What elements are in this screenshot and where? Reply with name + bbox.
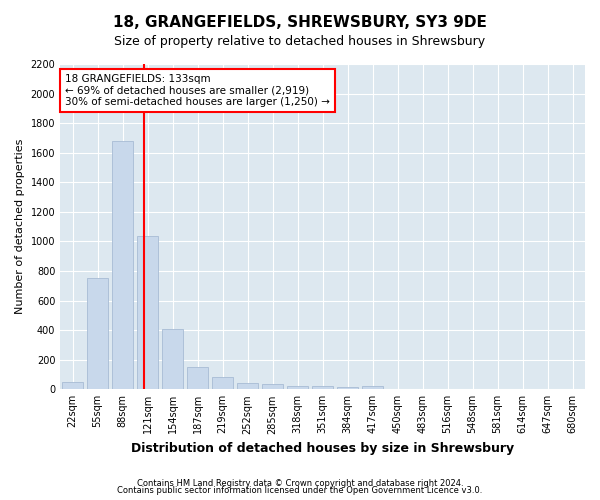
- Text: Contains public sector information licensed under the Open Government Licence v3: Contains public sector information licen…: [118, 486, 482, 495]
- Bar: [112, 141, 133, 390]
- Y-axis label: Number of detached properties: Number of detached properties: [15, 139, 25, 314]
- Bar: [162, 330, 183, 390]
- Bar: [137, 236, 158, 390]
- X-axis label: Distribution of detached houses by size in Shrewsbury: Distribution of detached houses by size …: [131, 442, 514, 455]
- Text: 18, GRANGEFIELDS, SHREWSBURY, SY3 9DE: 18, GRANGEFIELDS, SHREWSBURY, SY3 9DE: [113, 15, 487, 30]
- Bar: [337, 386, 358, 390]
- Bar: [362, 386, 383, 390]
- Bar: [212, 378, 233, 390]
- Text: Contains HM Land Registry data © Crown copyright and database right 2024.: Contains HM Land Registry data © Crown c…: [137, 478, 463, 488]
- Text: Size of property relative to detached houses in Shrewsbury: Size of property relative to detached ho…: [115, 35, 485, 48]
- Bar: [187, 367, 208, 390]
- Text: 18 GRANGEFIELDS: 133sqm
← 69% of detached houses are smaller (2,919)
30% of semi: 18 GRANGEFIELDS: 133sqm ← 69% of detache…: [65, 74, 330, 107]
- Bar: [312, 386, 333, 390]
- Bar: [87, 278, 108, 390]
- Bar: [237, 382, 258, 390]
- Bar: [262, 384, 283, 390]
- Bar: [287, 386, 308, 390]
- Bar: [62, 382, 83, 390]
